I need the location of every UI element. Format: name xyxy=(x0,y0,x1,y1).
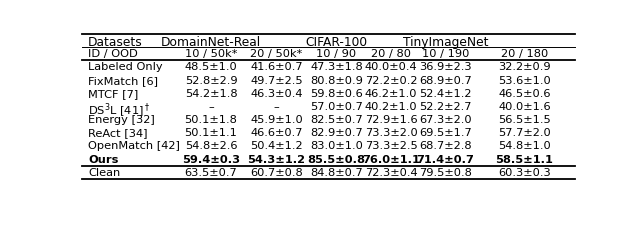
Text: 40.0±1.6: 40.0±1.6 xyxy=(498,102,551,112)
Text: Labeled Only: Labeled Only xyxy=(88,62,163,73)
Text: ID / OOD: ID / OOD xyxy=(88,49,138,59)
Text: 46.3±0.4: 46.3±0.4 xyxy=(250,89,303,99)
Text: 32.2±0.9: 32.2±0.9 xyxy=(498,62,551,73)
Text: OpenMatch [42]: OpenMatch [42] xyxy=(88,141,180,151)
Text: 41.6±0.7: 41.6±0.7 xyxy=(250,62,303,73)
Text: 52.8±2.9: 52.8±2.9 xyxy=(184,76,237,86)
Text: 47.3±1.8: 47.3±1.8 xyxy=(310,62,363,73)
Text: 82.9±0.7: 82.9±0.7 xyxy=(310,128,363,138)
Text: 46.5±0.6: 46.5±0.6 xyxy=(498,89,550,99)
Text: 60.3±0.3: 60.3±0.3 xyxy=(498,168,551,178)
Text: 58.5±1.1: 58.5±1.1 xyxy=(495,155,554,165)
Text: 52.2±2.7: 52.2±2.7 xyxy=(419,102,472,112)
Text: 40.2±1.0: 40.2±1.0 xyxy=(365,102,417,112)
Text: 49.7±2.5: 49.7±2.5 xyxy=(250,76,303,86)
Text: 68.7±2.8: 68.7±2.8 xyxy=(419,141,472,151)
Text: 50.4±1.2: 50.4±1.2 xyxy=(250,141,303,151)
Text: 52.4±1.2: 52.4±1.2 xyxy=(419,89,472,99)
Text: 54.8±2.6: 54.8±2.6 xyxy=(185,141,237,151)
Text: 54.2±1.8: 54.2±1.8 xyxy=(184,89,237,99)
Text: 60.7±0.8: 60.7±0.8 xyxy=(250,168,303,178)
Text: 54.8±1.0: 54.8±1.0 xyxy=(498,141,551,151)
Text: 63.5±0.7: 63.5±0.7 xyxy=(184,168,237,178)
Text: FixMatch [6]: FixMatch [6] xyxy=(88,76,158,86)
Text: 82.5±0.7: 82.5±0.7 xyxy=(310,115,363,125)
Text: 79.5±0.8: 79.5±0.8 xyxy=(419,168,472,178)
Text: 72.3±0.4: 72.3±0.4 xyxy=(365,168,417,178)
Text: 84.8±0.7: 84.8±0.7 xyxy=(310,168,363,178)
Text: 46.6±0.7: 46.6±0.7 xyxy=(250,128,303,138)
Text: 40.0±0.4: 40.0±0.4 xyxy=(365,62,417,73)
Text: 72.2±0.2: 72.2±0.2 xyxy=(365,76,417,86)
Text: 45.9±1.0: 45.9±1.0 xyxy=(250,115,303,125)
Text: 56.5±1.5: 56.5±1.5 xyxy=(498,115,551,125)
Text: 20 / 180: 20 / 180 xyxy=(500,49,548,59)
Text: 20 / 50k*: 20 / 50k* xyxy=(250,49,303,59)
Text: 50.1±1.8: 50.1±1.8 xyxy=(184,115,237,125)
Text: 85.5±0.8: 85.5±0.8 xyxy=(307,155,365,165)
Text: MTCF [7]: MTCF [7] xyxy=(88,89,138,99)
Text: 48.5±1.0: 48.5±1.0 xyxy=(184,62,237,73)
Text: 46.2±1.0: 46.2±1.0 xyxy=(365,89,417,99)
Text: 71.4±0.7: 71.4±0.7 xyxy=(417,155,474,165)
Text: –: – xyxy=(273,102,279,112)
Text: 57.0±0.7: 57.0±0.7 xyxy=(310,102,363,112)
Text: TinyImageNet: TinyImageNet xyxy=(403,36,488,49)
Text: 59.4±0.3: 59.4±0.3 xyxy=(182,155,240,165)
Text: 10 / 50k*: 10 / 50k* xyxy=(185,49,237,59)
Text: Energy [32]: Energy [32] xyxy=(88,115,155,125)
Text: CIFAR-100: CIFAR-100 xyxy=(305,36,367,49)
Text: Clean: Clean xyxy=(88,168,120,178)
Text: 73.3±2.5: 73.3±2.5 xyxy=(365,141,417,151)
Text: 67.3±2.0: 67.3±2.0 xyxy=(419,115,472,125)
Text: 53.6±1.0: 53.6±1.0 xyxy=(498,76,551,86)
Text: 80.8±0.9: 80.8±0.9 xyxy=(310,76,363,86)
Text: Datasets: Datasets xyxy=(88,36,143,49)
Text: 59.8±0.6: 59.8±0.6 xyxy=(310,89,363,99)
Text: 69.5±1.7: 69.5±1.7 xyxy=(419,128,472,138)
Text: DS$^3$L [41]$^\dagger$: DS$^3$L [41]$^\dagger$ xyxy=(88,102,150,120)
Text: 57.7±2.0: 57.7±2.0 xyxy=(498,128,551,138)
Text: ReAct [34]: ReAct [34] xyxy=(88,128,147,138)
Text: 10 / 190: 10 / 190 xyxy=(422,49,469,59)
Text: 50.1±1.1: 50.1±1.1 xyxy=(184,128,237,138)
Text: 72.9±1.6: 72.9±1.6 xyxy=(365,115,417,125)
Text: Ours: Ours xyxy=(88,155,118,165)
Text: DomainNet-Real: DomainNet-Real xyxy=(161,36,261,49)
Text: 73.3±2.0: 73.3±2.0 xyxy=(365,128,417,138)
Text: 10 / 90: 10 / 90 xyxy=(316,49,356,59)
Text: 83.0±1.0: 83.0±1.0 xyxy=(310,141,363,151)
Text: 36.9±2.3: 36.9±2.3 xyxy=(419,62,472,73)
Text: 76.0±1.1: 76.0±1.1 xyxy=(362,155,420,165)
Text: 20 / 80: 20 / 80 xyxy=(371,49,411,59)
Text: 54.3±1.2: 54.3±1.2 xyxy=(248,155,305,165)
Text: 68.9±0.7: 68.9±0.7 xyxy=(419,76,472,86)
Text: –: – xyxy=(208,102,214,112)
